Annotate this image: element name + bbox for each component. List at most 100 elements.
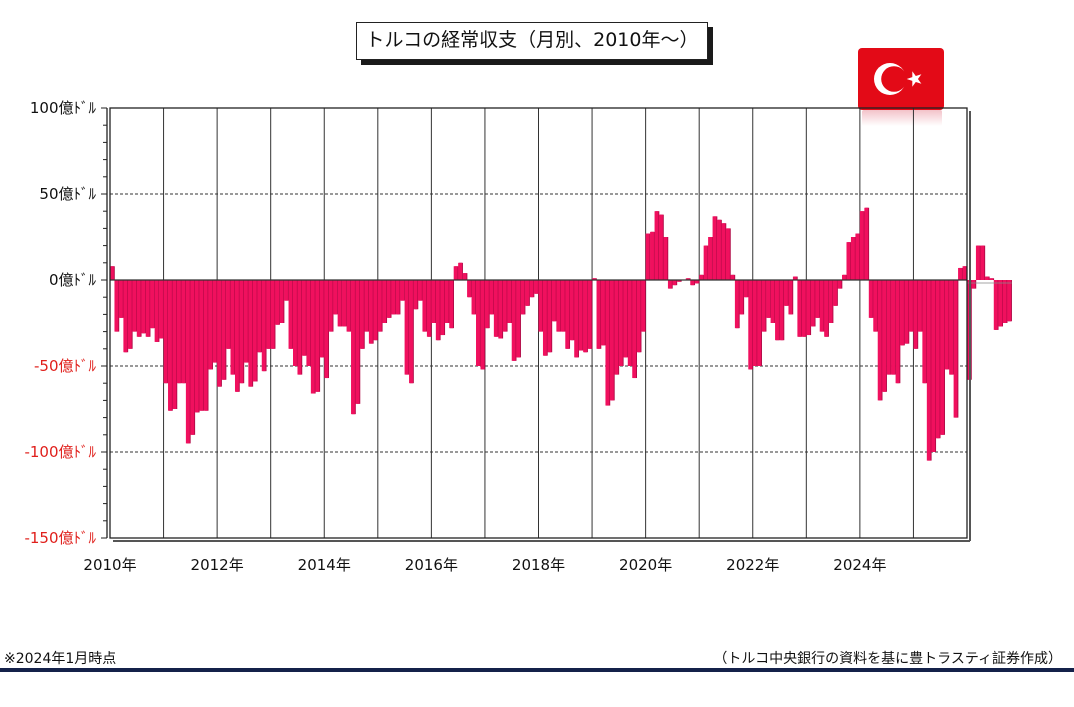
bar (605, 280, 610, 406)
bar (886, 280, 891, 375)
bar (333, 280, 338, 315)
bar (275, 280, 280, 325)
bar (935, 280, 940, 439)
bar (712, 216, 717, 280)
bar (904, 280, 909, 344)
bar (962, 266, 967, 280)
bar (145, 280, 150, 337)
bar (199, 280, 204, 411)
bar (609, 280, 614, 401)
bar (908, 280, 913, 332)
bar (364, 280, 369, 332)
y-tick-label: -50億ﾄﾞﾙ (34, 357, 96, 375)
bar (498, 280, 503, 339)
bar (926, 280, 931, 461)
bar (409, 280, 413, 384)
bar (873, 280, 878, 332)
bar (123, 280, 128, 353)
bar (659, 214, 663, 280)
bar (279, 280, 284, 323)
bar (426, 280, 431, 337)
bar (837, 280, 842, 289)
bar (337, 280, 342, 327)
bar (203, 280, 208, 411)
bar (708, 237, 712, 280)
bar (958, 267, 962, 280)
x-tick-label: 2010年 (83, 556, 136, 574)
bar (489, 280, 494, 315)
footnote-date: ※2024年1月時点 (4, 651, 117, 667)
bar (1002, 280, 1007, 323)
bar (168, 280, 172, 411)
bar (288, 280, 293, 349)
bar (743, 280, 748, 298)
bar (127, 280, 132, 349)
bar (342, 280, 346, 327)
x-tick-label: 2012年 (191, 556, 244, 574)
bar (114, 280, 119, 332)
bar (578, 280, 583, 351)
bar (922, 280, 927, 384)
bar (417, 280, 422, 301)
bar (775, 280, 779, 341)
bar (346, 280, 351, 332)
bar (431, 280, 436, 323)
flag-reflection (862, 110, 942, 126)
bar (748, 280, 753, 370)
y-tick-label: 100億ﾄﾞﾙ (30, 99, 97, 117)
bar (404, 280, 409, 375)
chart-title: トルコの経常収支（月別、2010年〜） (356, 22, 708, 60)
bar (176, 280, 181, 384)
bar (783, 280, 788, 306)
bar (534, 280, 538, 294)
bar (721, 223, 726, 280)
bar (413, 280, 418, 310)
x-tick-label: 2024年 (833, 556, 886, 574)
bar (386, 280, 391, 318)
bar (761, 280, 766, 332)
bar (422, 280, 427, 332)
bar (493, 280, 498, 337)
bar (940, 280, 945, 435)
bar (998, 280, 1003, 327)
bar (850, 237, 855, 280)
bar (632, 280, 637, 379)
x-tick-label: 2020年 (619, 556, 672, 574)
bar (864, 207, 869, 280)
bar (400, 280, 404, 301)
bar (462, 273, 467, 280)
bar (565, 280, 570, 349)
bar (118, 280, 123, 318)
bar (842, 274, 846, 280)
bar (181, 280, 186, 384)
bar (458, 262, 463, 280)
bar (627, 280, 632, 366)
bar (480, 280, 485, 370)
bar (150, 280, 155, 329)
bar (583, 280, 587, 353)
bar (641, 280, 646, 332)
bar (511, 280, 516, 361)
bar (645, 233, 650, 280)
bar (596, 280, 601, 349)
bar (663, 237, 668, 280)
bar (993, 280, 998, 330)
bar (132, 280, 137, 332)
bar (154, 280, 159, 342)
bar (529, 280, 534, 298)
bar (159, 280, 163, 339)
bar (975, 245, 980, 280)
bar (239, 280, 244, 384)
bar (217, 280, 221, 387)
bar (368, 280, 373, 344)
bar (266, 280, 271, 349)
bar (556, 280, 561, 332)
bar (654, 211, 659, 280)
bar (676, 280, 681, 282)
bar (717, 219, 721, 280)
bar (672, 280, 677, 286)
plot-frame (109, 107, 968, 539)
bar (252, 280, 257, 382)
bar (163, 280, 168, 384)
bar (551, 280, 556, 322)
